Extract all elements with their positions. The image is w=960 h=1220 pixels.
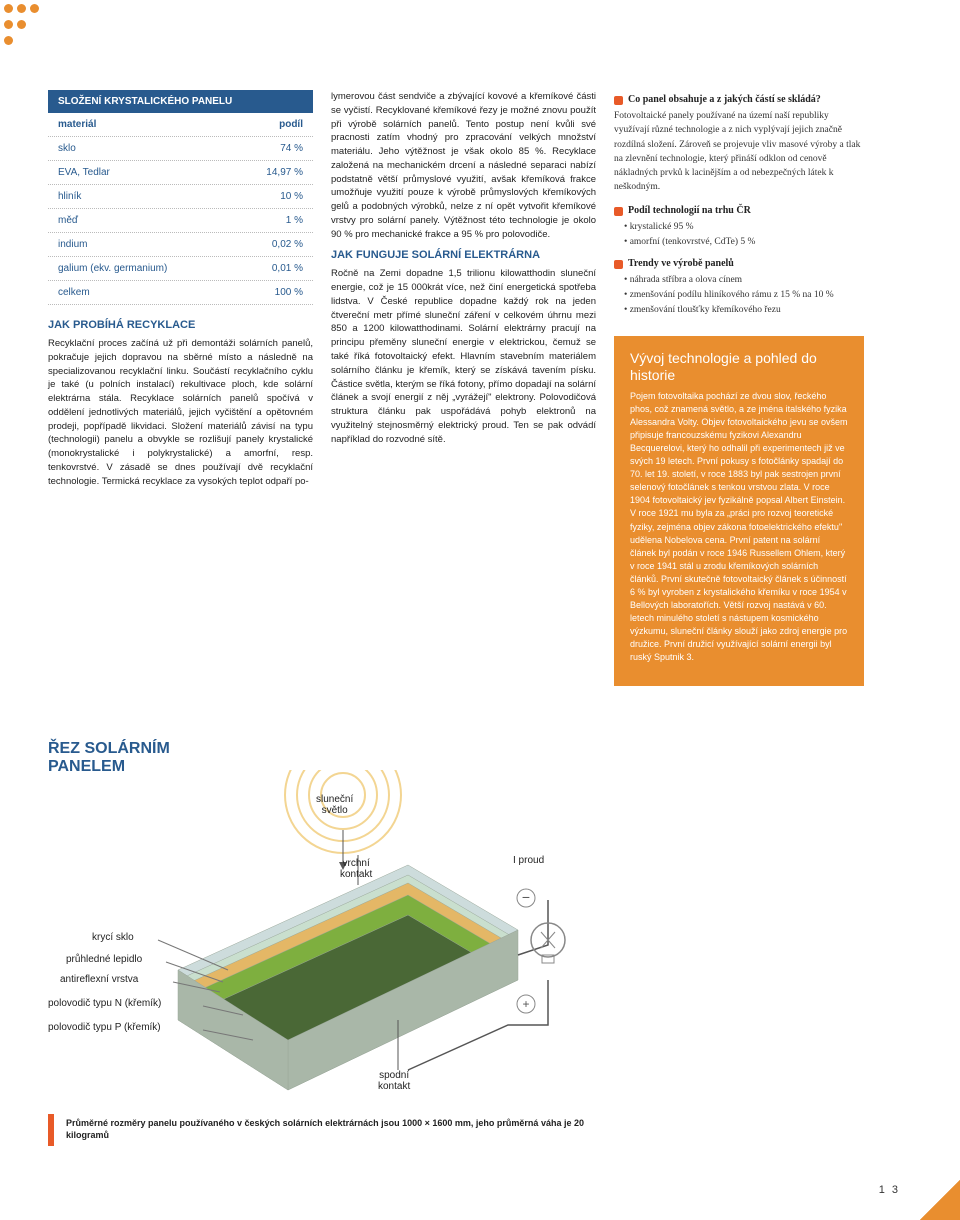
label-adhesive: průhledné lepidlo [66,954,142,965]
heading-recycling: JAK PROBÍHÁ RECYKLACE [48,319,313,331]
heading-how-works: JAK FUNGUJE SOLÁRNÍ ELEKTRÁRNA [331,249,596,261]
column-1: SLOŽENÍ KRYSTALICKÉHO PANELU materiál po… [48,90,313,686]
label-bottom-contact: spodní kontakt [378,1070,410,1092]
table-row: celkem100 % [48,281,313,305]
qa-question-trends: Trendy ve výrobě panelů [614,258,864,269]
svg-text:+: + [522,997,529,1011]
body-how-works: Ročně na Zemi dopadne 1,5 trilionu kilow… [331,267,596,446]
qa-answer-composition: Fotovoltaické panely používané na území … [614,109,864,195]
list-item: zmenšování tloušťky křemíkového řezu [624,303,864,318]
label-sunlight: sluneční světlo [316,794,353,816]
qa-question-composition: Co panel obsahuje a z jakých částí se sk… [614,94,864,105]
label-current: I proud [513,855,544,866]
column-2: lymerovou část sendviče a zbývající kovo… [331,90,596,686]
list-item: krystalické 95 % [624,220,864,235]
label-top-contact: vrchní kontakt [340,858,372,880]
th-share: podíl [279,119,303,130]
table-row: sklo74 % [48,137,313,161]
list-item: zmenšování podílu hliníkového rámu z 15 … [624,288,864,303]
history-box: Vývoj technologie a pohled do historie P… [614,336,864,686]
panel-diagram: ŘEZ SOLÁRNÍM PANELEM + − [48,740,604,1140]
table-header: materiál podíl [48,113,313,137]
table-row: hliník10 % [48,185,313,209]
callout-dimensions: Průměrné rozměry panelu používaného v če… [48,1118,588,1141]
page-number: 1 3 [879,1184,900,1196]
list-item: amorfní (tenkovrstvé, CdTe) 5 % [624,235,864,250]
page-columns: SLOŽENÍ KRYSTALICKÉHO PANELU materiál po… [0,0,960,726]
column-3: Co panel obsahuje a z jakých částí se sk… [614,90,864,686]
th-material: materiál [58,119,96,130]
table-row: galium (ekv. germanium)0,01 % [48,257,313,281]
body-recycling-cont: lymerovou část sendviče a zbývající kovo… [331,90,596,241]
label-ptype: polovodič typu P (křemík) [48,1022,161,1033]
table-row: EVA, Tedlar14,97 % [48,161,313,185]
list-item: náhrada stříbra a olova cínem [624,273,864,288]
svg-text:−: − [522,889,530,905]
table-row: indium0,02 % [48,233,313,257]
table-title: SLOŽENÍ KRYSTALICKÉHO PANELU [48,90,313,113]
qa-list-share: krystalické 95 % amorfní (tenkovrstvé, C… [614,220,864,250]
history-body: Pojem fotovoltaika pochází ze dvou slov,… [630,390,848,664]
label-ntype: polovodič typu N (křemík) [48,998,161,1009]
corner-decoration [920,1180,960,1220]
body-recycling: Recyklační proces začíná už při demontáž… [48,337,313,488]
decorative-dots [2,2,41,50]
qa-list-trends: náhrada stříbra a olova cínem zmenšování… [614,273,864,319]
table-row: měď1 % [48,209,313,233]
label-glass: krycí sklo [92,932,134,943]
label-antireflex: antireflexní vrstva [60,974,138,985]
history-title: Vývoj technologie a pohled do historie [630,350,848,384]
qa-question-share: Podíl technologií na trhu ČR [614,205,864,216]
